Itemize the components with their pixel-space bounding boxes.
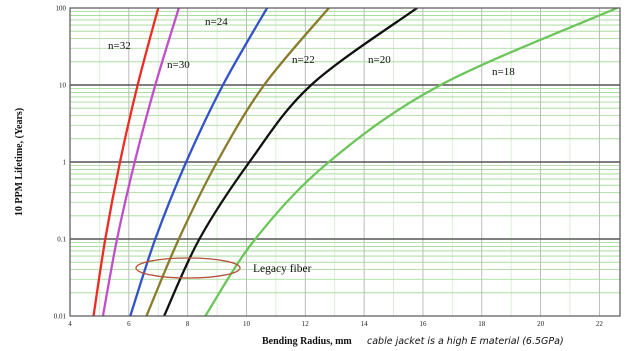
- series-line-n-22: [145, 8, 330, 316]
- x-axis-label: Bending Radius, mm: [262, 336, 352, 347]
- series-line-n-20: [162, 8, 419, 316]
- x-tick-label: 6: [127, 320, 131, 328]
- x-tick-label: 8: [186, 320, 190, 328]
- legacy-fiber-label: Legacy fiber: [253, 263, 312, 275]
- chart-note: cable jacket is a high E material (6.5GP…: [367, 336, 564, 347]
- y-tick-labels: 100 10 1 0.1 0.01: [54, 5, 67, 321]
- series-layer: [92, 8, 619, 316]
- y-tick-label: 0.1: [57, 236, 66, 244]
- y-tick-label: 10: [59, 82, 67, 90]
- series-label-n-24: n=24: [205, 16, 228, 28]
- x-tick-label: 16: [419, 320, 427, 328]
- x-tick-label: 12: [302, 320, 310, 328]
- series-label-n-20: n=20: [368, 54, 391, 66]
- series-label-n-22: n=22: [292, 54, 315, 66]
- x-tick-label: 10: [243, 320, 251, 328]
- x-tick-label: 20: [537, 320, 545, 328]
- legacy-fiber-ellipse: [135, 257, 241, 279]
- x-tick-label: 22: [596, 320, 604, 328]
- plot-frame: [69, 7, 621, 317]
- x-tick-label: 4: [68, 320, 72, 328]
- series-label-n-32: n=32: [108, 40, 131, 52]
- x-tick-label: 14: [361, 320, 369, 328]
- series-line-n-32: [92, 8, 160, 316]
- grid: [69, 8, 620, 316]
- series-label-n-18: n=18: [492, 66, 515, 78]
- y-tick-label: 0.01: [54, 313, 67, 321]
- series-line-n-24: [129, 8, 269, 316]
- series-line-n-30: [101, 8, 180, 316]
- y-axis-label: 10 PPM Lifetime, (Years): [14, 108, 25, 216]
- x-tick-labels: 4 6 8 10 12 14 16 18 20 22: [68, 320, 603, 328]
- series-line-n-18: [204, 8, 619, 316]
- series-labels: n=32 n=30 n=24 n=22 n=20 n=18: [108, 16, 515, 78]
- y-tick-label: 1: [63, 159, 67, 167]
- series-label-n-30: n=30: [167, 59, 190, 71]
- y-tick-label: 100: [56, 5, 67, 13]
- x-tick-label: 18: [478, 320, 486, 328]
